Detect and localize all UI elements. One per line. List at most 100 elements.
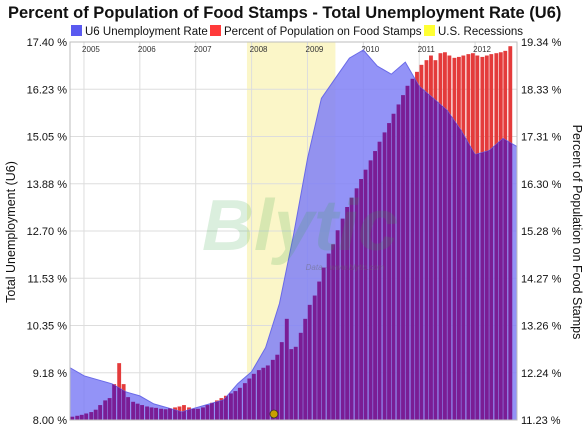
overlap-bar [126, 397, 131, 420]
overlap-bar [489, 54, 494, 420]
overlap-bar [424, 60, 429, 420]
overlap-bar [391, 113, 396, 420]
y-left-tick-label: 11.53 % [27, 273, 67, 285]
legend-swatch-u6 [71, 25, 82, 36]
overlap-bar [470, 53, 475, 420]
y-right-tick-label: 14.27 % [521, 273, 562, 285]
overlap-bar [363, 169, 368, 420]
overlap-bar [173, 407, 177, 420]
overlap-bar [219, 398, 224, 420]
overlap-bar [405, 85, 410, 420]
overlap-bar [242, 383, 247, 420]
legend: U6 Unemployment Rate Percent of Populati… [71, 25, 523, 38]
overlap-bar [182, 405, 186, 420]
overlap-bar [103, 400, 108, 420]
y-right-tick-label: 17.31 % [521, 132, 562, 144]
y-left-tick-label: 15.05 % [27, 132, 68, 144]
overlap-bar [484, 55, 489, 420]
y-left-tick-label: 16.23 % [27, 84, 68, 96]
y-right-tick-label: 13.26 % [521, 321, 562, 333]
overlap-bar [508, 50, 513, 420]
overlap-bar [387, 123, 391, 420]
y-axis-left-label: Total Unemployment (U6) [4, 161, 18, 303]
overlap-bar [429, 55, 433, 420]
plot-border [69, 41, 518, 421]
overlap-bar [377, 141, 382, 420]
overlap-bar [279, 342, 284, 420]
x-tick-label: 2009 [306, 45, 324, 54]
y-right-tick-label: 12.24 % [521, 368, 562, 380]
overlap-bar [177, 406, 182, 420]
overlap-bar [131, 401, 136, 420]
x-tick-label: 2005 [82, 45, 100, 54]
overlap-bar [163, 409, 168, 420]
legend-swatch-recession [424, 25, 435, 36]
overlap-bar [256, 370, 261, 420]
overlap-bar [107, 398, 112, 420]
overlap-bar [237, 387, 242, 420]
y-left-tick-label: 10.35 % [27, 321, 68, 333]
overlap-bar [396, 104, 401, 420]
overlap-bar [201, 407, 205, 420]
overlap-bar [401, 95, 405, 420]
chart-title: Percent of Population of Food Stamps - T… [8, 4, 561, 22]
overlap-bar [233, 391, 238, 420]
overlap-bar [159, 408, 164, 420]
y-right-tick-label: 19.34 % [521, 37, 562, 49]
overlap-bar [289, 349, 294, 420]
overlap-bar [480, 56, 485, 420]
overlap-bar [298, 332, 303, 420]
legend-swatch-food [210, 25, 221, 36]
y-right-tick-label: 16.30 % [521, 179, 562, 191]
overlap-bar [112, 384, 117, 420]
overlap-bar [75, 415, 80, 420]
overlap-bar [145, 406, 150, 420]
overlap-bar [98, 405, 103, 420]
y-left-tick-label: 13.88 % [27, 179, 68, 191]
overlap-bar [433, 60, 438, 420]
overlap-bar [265, 365, 270, 420]
x-tick-label: 2006 [138, 45, 156, 54]
annotation-marker [269, 409, 279, 419]
y-left-tick-label: 12.70 % [27, 226, 68, 238]
overlap-bar [261, 367, 266, 420]
legend-label-recession: U.S. Recessions [438, 26, 523, 38]
overlap-bar [340, 218, 345, 420]
overlap-bar [461, 55, 466, 420]
overlap-bar [419, 64, 424, 420]
x-tick-label: 2012 [473, 45, 491, 54]
overlap-bar [475, 55, 480, 420]
overlap-bar [275, 354, 280, 420]
overlap-bar [284, 318, 289, 420]
overlap-bar [442, 52, 447, 420]
overlap-bar [149, 407, 154, 420]
overlap-bar [303, 318, 308, 420]
y-right-tick-label: 15.28 % [521, 226, 562, 238]
overlap-bar [447, 55, 452, 420]
x-tick-label: 2010 [361, 45, 379, 54]
x-tick-label: 2007 [194, 45, 212, 54]
overlap-bar [382, 132, 387, 420]
overlap-bar [456, 56, 461, 420]
overlap-bar [168, 408, 172, 420]
y-axis-right-label: Percent of Population on Food Stamps [570, 125, 584, 340]
overlap-bar [373, 151, 378, 420]
overlap-bar [84, 413, 89, 420]
legend-label-food: Percent of Population on Food Stamps [224, 26, 422, 38]
overlap-bar [335, 230, 340, 420]
overlap-bar [135, 403, 140, 420]
overlap-bar [209, 402, 214, 420]
overlap-bar [251, 373, 256, 420]
watermark-subtext: Data - www.blytic.com [306, 263, 385, 272]
overlap-bar [452, 57, 457, 420]
overlap-bar [70, 416, 75, 420]
overlap-bar [312, 295, 317, 420]
overlap-bar [368, 160, 373, 420]
overlap-bar [331, 244, 336, 420]
overlap-bar [223, 395, 228, 420]
overlap-bar [89, 412, 94, 420]
overlap-bar [215, 400, 219, 420]
overlap-bar [228, 393, 233, 420]
